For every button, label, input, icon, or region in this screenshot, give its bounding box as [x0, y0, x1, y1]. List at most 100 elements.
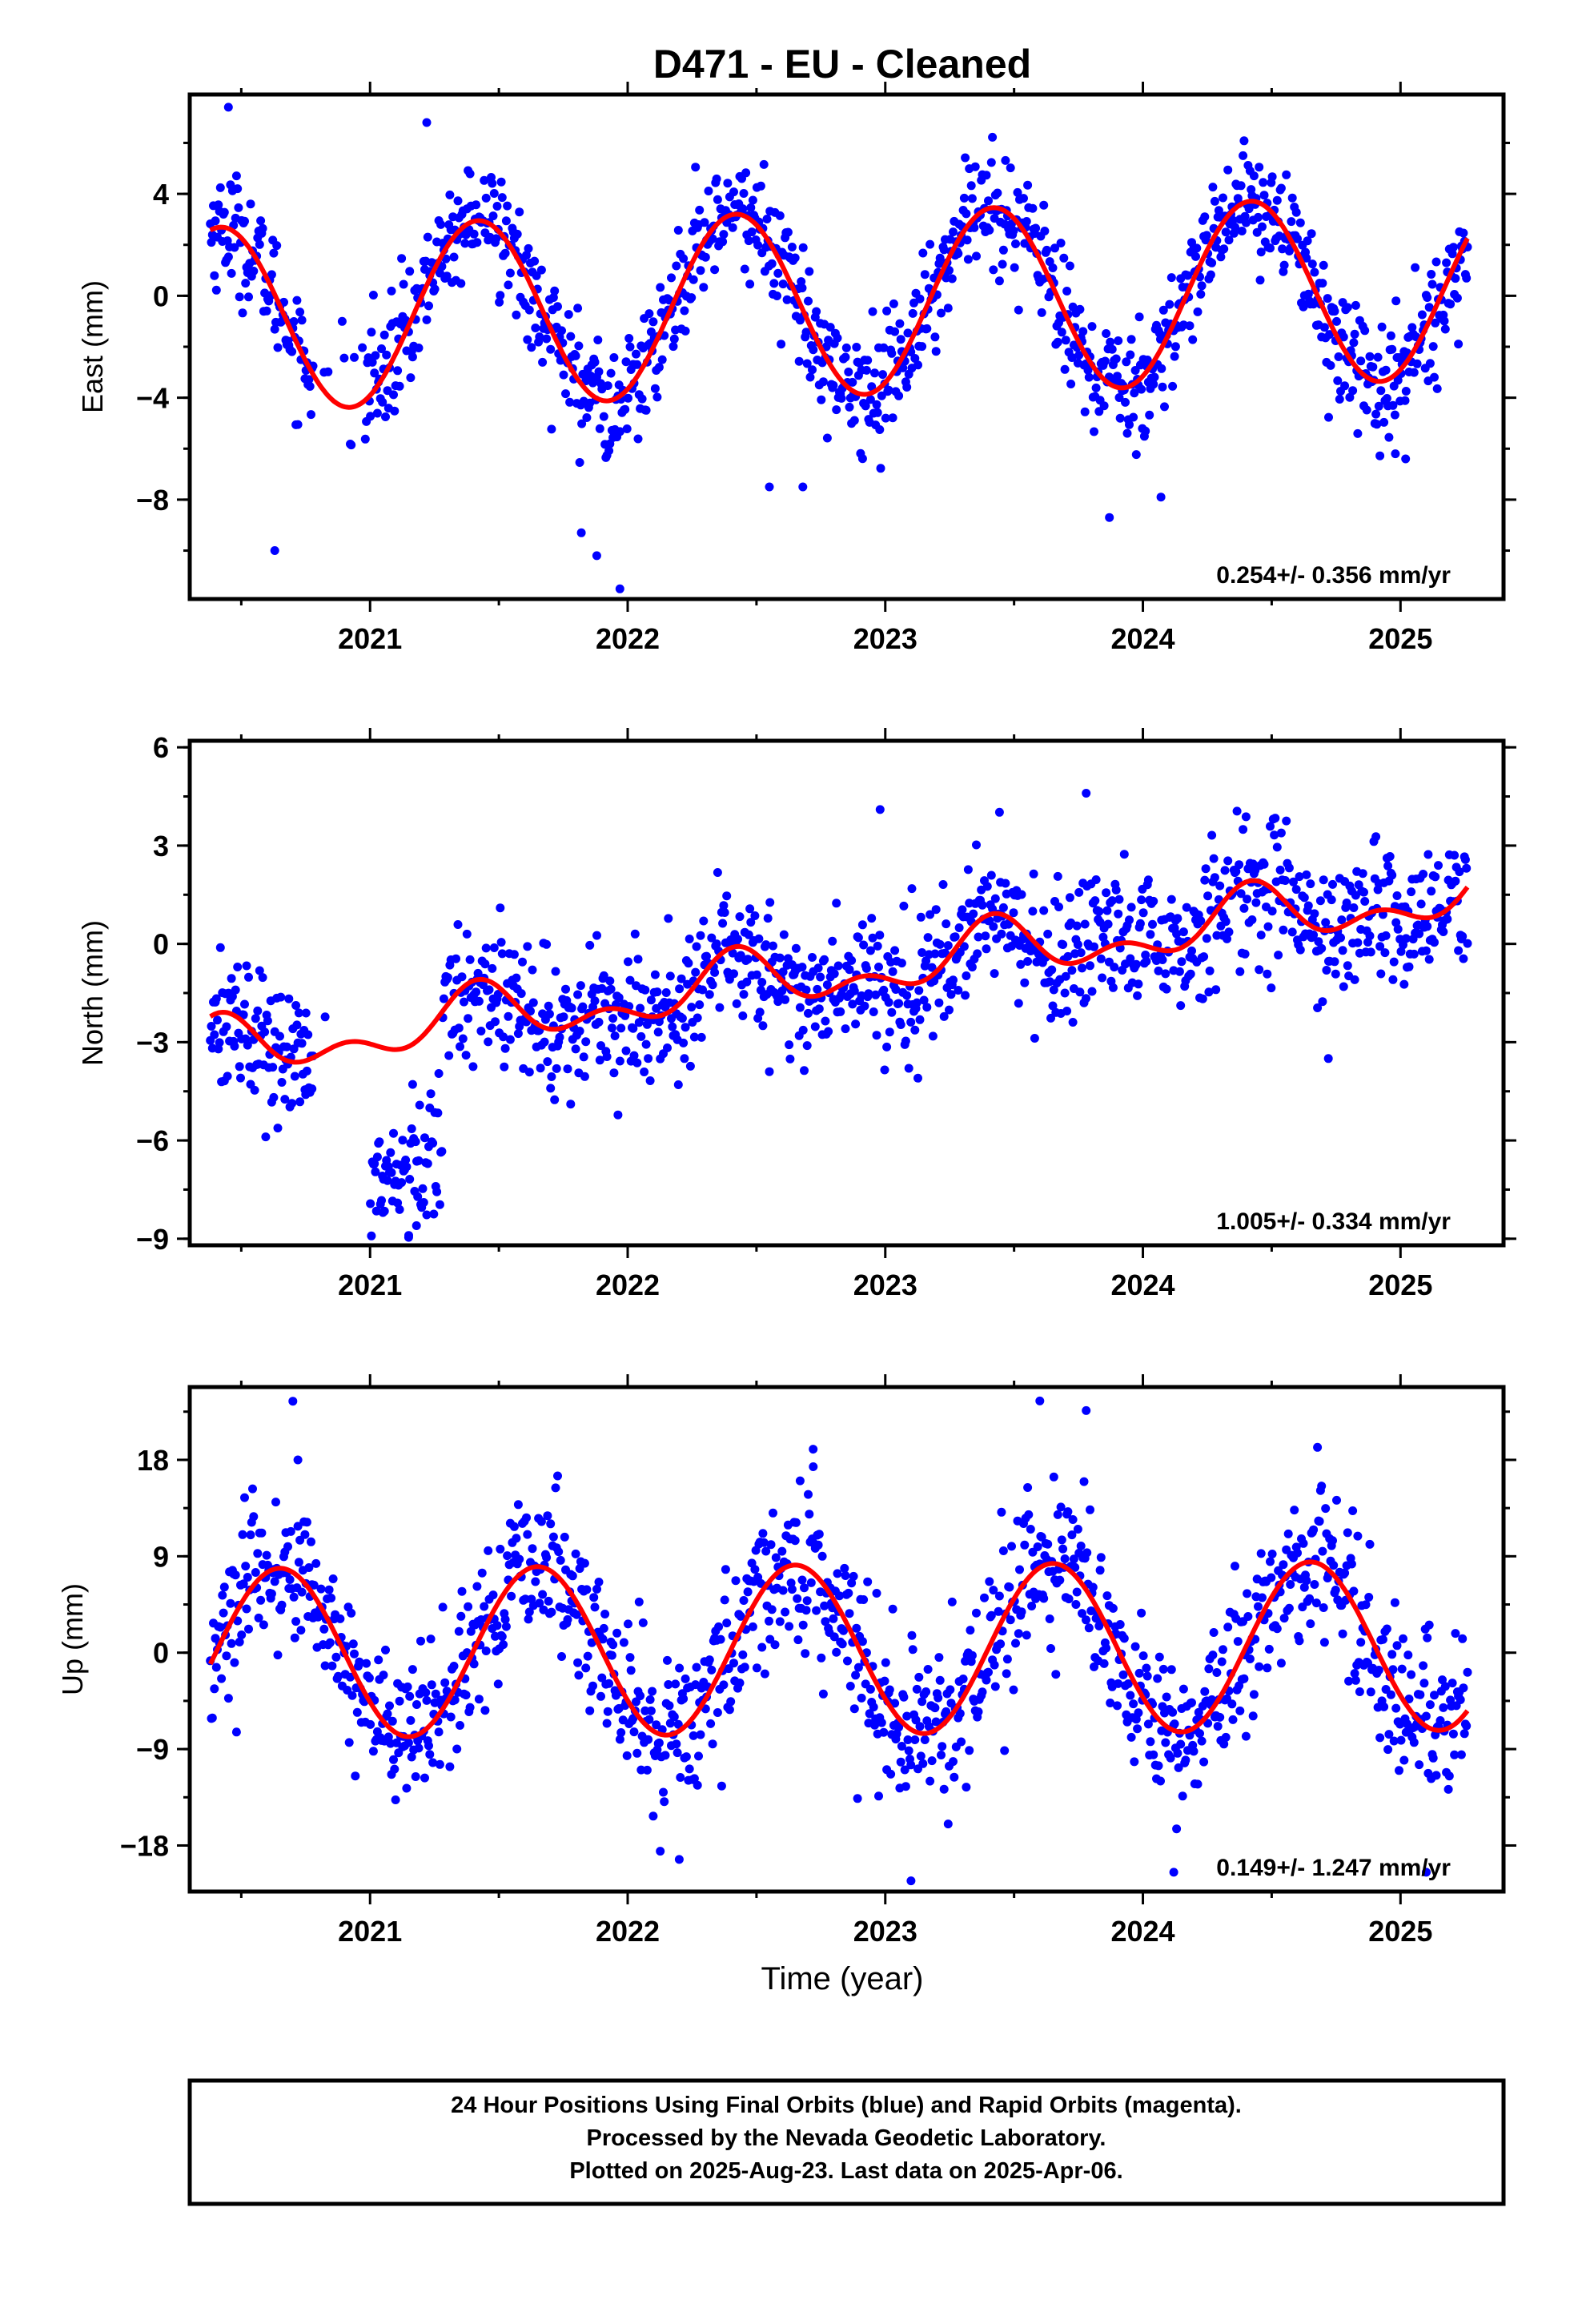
data-point: [1114, 895, 1124, 904]
data-point: [1009, 908, 1018, 918]
data-point: [379, 330, 389, 340]
data-point: [497, 949, 507, 959]
data-point: [559, 370, 568, 380]
data-point: [1451, 274, 1460, 283]
data-point: [849, 1704, 859, 1714]
data-point: [728, 223, 737, 232]
data-point: [761, 940, 771, 950]
data-point: [561, 984, 570, 994]
data-point: [1134, 979, 1143, 989]
data-point: [1323, 294, 1332, 304]
data-point: [1430, 938, 1439, 947]
data-point: [986, 158, 996, 167]
data-point: [1440, 324, 1450, 334]
data-point: [994, 276, 1004, 286]
data-point: [207, 1022, 216, 1031]
data-point: [268, 1063, 278, 1072]
data-point: [337, 316, 347, 326]
data-point: [1172, 1824, 1182, 1834]
data-point: [958, 1675, 968, 1683]
data-point: [323, 367, 333, 376]
data-point: [600, 1610, 610, 1618]
data-point: [235, 1062, 244, 1072]
data-point: [1058, 1544, 1068, 1554]
data-point: [822, 980, 832, 990]
data-point: [272, 241, 282, 251]
data-point: [464, 1014, 473, 1023]
data-point: [922, 324, 932, 333]
data-point: [1033, 1542, 1042, 1551]
data-point: [1339, 982, 1348, 991]
data-point: [744, 236, 753, 246]
data-point: [560, 1532, 569, 1542]
outlier-point: [765, 482, 774, 492]
data-point: [818, 377, 828, 387]
data-point: [465, 1703, 475, 1712]
data-point: [1284, 863, 1294, 873]
data-point: [899, 1692, 909, 1702]
data-point: [738, 204, 748, 214]
data-point: [701, 252, 710, 262]
data-point: [364, 1673, 374, 1683]
data-point: [844, 368, 853, 376]
data-point: [1208, 1651, 1218, 1660]
data-point: [998, 245, 1008, 255]
data-point: [773, 997, 783, 1007]
data-point: [673, 226, 683, 235]
data-point: [303, 1030, 313, 1039]
data-point: [1411, 263, 1420, 272]
data-point: [406, 373, 416, 383]
data-point: [833, 1569, 842, 1578]
data-point: [1208, 183, 1218, 192]
data-point: [1188, 335, 1198, 344]
data-point: [495, 297, 504, 307]
data-point: [565, 397, 575, 407]
data-point: [981, 931, 990, 941]
data-point: [890, 1699, 900, 1708]
data-point: [621, 357, 631, 367]
data-point: [693, 1780, 702, 1790]
data-point: [962, 209, 971, 219]
data-point: [472, 200, 481, 210]
data-point: [867, 382, 877, 392]
data-point: [566, 332, 576, 341]
data-point: [644, 309, 654, 319]
data-point: [923, 933, 933, 943]
data-point: [821, 1016, 830, 1026]
data-point: [1143, 1719, 1153, 1729]
data-point: [915, 1015, 925, 1024]
data-point: [583, 1651, 592, 1661]
east-ylabel: East (mm): [76, 280, 109, 413]
data-point: [687, 293, 697, 303]
data-point: [302, 1066, 311, 1076]
data-point: [1403, 1651, 1413, 1660]
data-point: [745, 904, 755, 914]
data-point: [899, 901, 909, 911]
data-point: [785, 1040, 794, 1050]
data-point: [1067, 1530, 1077, 1540]
data-point: [1448, 1729, 1458, 1739]
data-point: [553, 1471, 562, 1481]
footer-line-3: Plotted on 2025-Aug-23. Last data on 202…: [569, 2158, 1122, 2184]
data-point: [532, 271, 541, 280]
data-point: [1000, 1746, 1010, 1755]
data-point: [248, 1484, 257, 1494]
data-point: [596, 1691, 605, 1701]
data-point: [1266, 243, 1275, 253]
data-point: [289, 317, 299, 326]
data-point: [294, 1008, 303, 1018]
data-point: [1279, 1614, 1289, 1623]
data-point: [1149, 896, 1158, 906]
data-point: [828, 936, 837, 946]
data-point: [994, 807, 1004, 817]
data-point: [469, 1659, 479, 1669]
data-point: [793, 1594, 802, 1603]
data-point: [496, 903, 505, 913]
data-point: [497, 1632, 507, 1642]
data-point: [1043, 929, 1053, 939]
data-point: [1328, 1536, 1337, 1546]
data-point: [1463, 939, 1472, 948]
data-point: [696, 931, 705, 940]
data-point: [1319, 1638, 1329, 1647]
